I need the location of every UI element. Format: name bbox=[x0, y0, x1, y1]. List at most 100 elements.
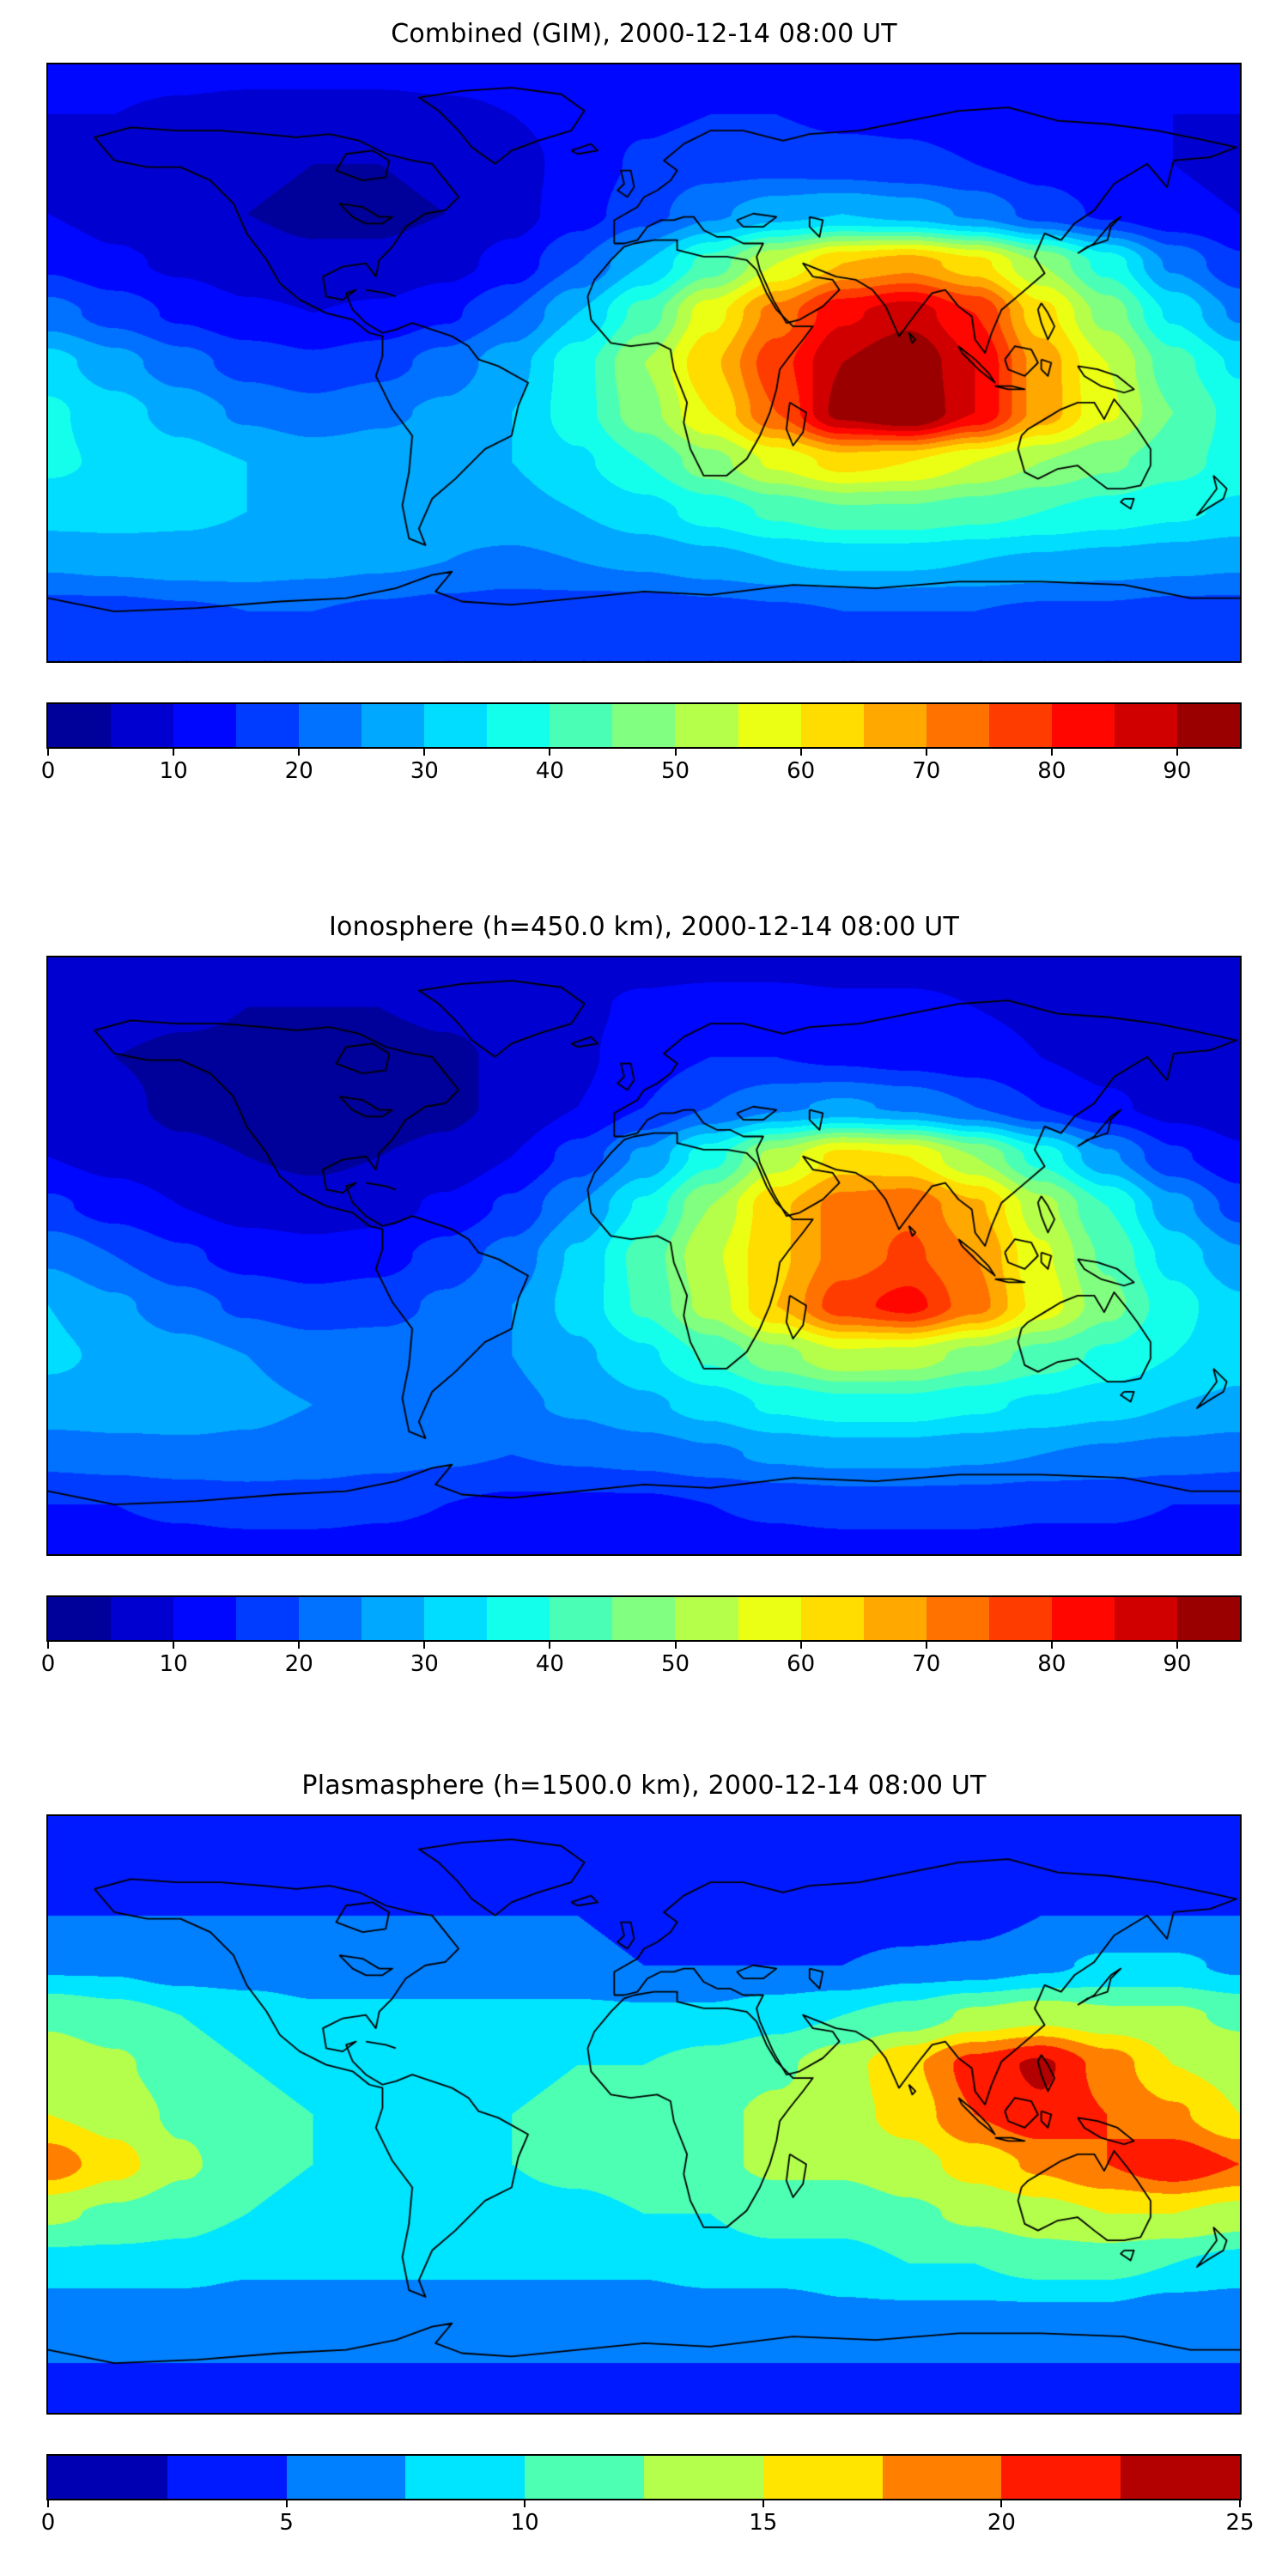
map-canvas-plasmasphere bbox=[48, 1816, 1240, 2413]
colorbar-tickmark bbox=[925, 749, 927, 756]
colorbar-segment bbox=[1176, 1597, 1240, 1640]
colorbar-ticks-combined: 0 10 20 30 40 50 60 70 80 90 bbox=[41, 749, 1240, 792]
panel-title-combined: Combined (GIM), 2000-12-14 08:00 UT bbox=[391, 19, 897, 49]
colorbar-tickmark bbox=[549, 749, 551, 756]
colorbar-tick-label: 10 bbox=[159, 758, 188, 784]
colorbar-plasmasphere: 0 5 10 15 20 25 bbox=[41, 2454, 1255, 2543]
colorbar-tickmark bbox=[285, 2500, 288, 2507]
colorbar-tickmark bbox=[1000, 2500, 1003, 2507]
colorbar-tick-label: 20 bbox=[987, 2510, 1016, 2536]
colorbar-tickmark bbox=[173, 1642, 175, 1649]
panel-title-plasmasphere: Plasmasphere (h=1500.0 km), 2000-12-14 0… bbox=[301, 1771, 987, 1801]
colorbar-tick-label: 30 bbox=[410, 758, 439, 784]
colorbar-segment bbox=[111, 1597, 174, 1640]
colorbar-ticks-ionosphere: 0 10 20 30 40 50 60 70 80 90 bbox=[41, 1642, 1240, 1685]
colorbar-gradient-ionosphere bbox=[46, 1595, 1242, 1642]
colorbar-tick-label: 30 bbox=[410, 1651, 439, 1677]
colorbar-tickmark bbox=[762, 2500, 764, 2507]
colorbar-segment bbox=[550, 1597, 613, 1640]
colorbar-tick-label: 0 bbox=[40, 758, 56, 784]
colorbar-segment bbox=[424, 1597, 488, 1640]
colorbar-tickmark bbox=[1176, 1642, 1178, 1649]
colorbar-tickmark bbox=[674, 1642, 677, 1649]
colorbar-segment bbox=[1176, 704, 1240, 747]
colorbar-gradient-combined bbox=[46, 702, 1242, 749]
colorbar-segment bbox=[738, 1597, 801, 1640]
colorbar-gradient-plasmasphere bbox=[46, 2454, 1242, 2500]
colorbar-tickmark bbox=[298, 749, 301, 756]
colorbar-segment bbox=[405, 2456, 526, 2499]
colorbar-tickmark bbox=[524, 2500, 526, 2507]
colorbar-segment bbox=[643, 2456, 763, 2499]
map-combined bbox=[46, 63, 1242, 663]
colorbar-tickmark bbox=[1050, 749, 1053, 756]
colorbar-segment bbox=[988, 704, 1052, 747]
colorbar-tickmark bbox=[1176, 749, 1178, 756]
colorbar-tickmark bbox=[799, 749, 802, 756]
colorbar-tick-label: 5 bbox=[279, 2510, 294, 2536]
colorbar-tick-label: 90 bbox=[1163, 758, 1192, 784]
colorbar-tick-label: 70 bbox=[912, 1651, 941, 1677]
colorbar-segment bbox=[167, 2456, 287, 2499]
colorbar-tick-label: 80 bbox=[1037, 1651, 1066, 1677]
colorbar-segment bbox=[1051, 1597, 1115, 1640]
map-canvas-ionosphere bbox=[48, 957, 1240, 1554]
colorbar-tick-label: 0 bbox=[40, 2510, 56, 2536]
colorbar-segment bbox=[48, 2456, 167, 2499]
colorbar-tick-label: 25 bbox=[1225, 2510, 1255, 2536]
colorbar-tick-label: 20 bbox=[284, 1651, 313, 1677]
map-ionosphere bbox=[46, 956, 1242, 1556]
colorbar-segment bbox=[1121, 2456, 1240, 2499]
colorbar-segment bbox=[48, 1597, 112, 1640]
colorbar-tick-label: 60 bbox=[787, 758, 816, 784]
colorbar-tickmark bbox=[674, 749, 677, 756]
colorbar-tickmark bbox=[799, 1642, 802, 1649]
colorbar-segment bbox=[863, 704, 927, 747]
colorbar-segment bbox=[762, 2456, 883, 2499]
colorbar-segment bbox=[48, 704, 112, 747]
colorbar-tick-label: 40 bbox=[535, 758, 564, 784]
colorbar-tick-label: 50 bbox=[660, 758, 690, 784]
colorbar-segment bbox=[173, 1597, 237, 1640]
colorbar-tick-label: 60 bbox=[787, 1651, 816, 1677]
colorbar-segment bbox=[173, 704, 237, 747]
colorbar-segment bbox=[738, 704, 801, 747]
colorbar-segment bbox=[882, 2456, 1002, 2499]
colorbar-segment bbox=[800, 1597, 864, 1640]
colorbar-tickmark bbox=[173, 749, 175, 756]
colorbar-segment bbox=[675, 1597, 738, 1640]
colorbar-tickmark bbox=[925, 1642, 927, 1649]
panel-ionosphere: Ionosphere (h=450.0 km), 2000-12-14 08:0… bbox=[0, 859, 1288, 1717]
colorbar-segment bbox=[988, 1597, 1052, 1640]
panel-title-ionosphere: Ionosphere (h=450.0 km), 2000-12-14 08:0… bbox=[329, 912, 959, 942]
colorbar-tick-label: 80 bbox=[1037, 758, 1066, 784]
colorbar-segment bbox=[487, 1597, 550, 1640]
colorbar-segment bbox=[926, 704, 989, 747]
colorbar-tick-label: 10 bbox=[159, 1651, 188, 1677]
colorbar-segment bbox=[361, 704, 425, 747]
colorbar-segment bbox=[361, 1597, 425, 1640]
colorbar-segment bbox=[1051, 704, 1115, 747]
panel-combined-gim: Combined (GIM), 2000-12-14 08:00 UT 0 10 2… bbox=[0, 0, 1288, 859]
colorbar-segment bbox=[525, 2456, 644, 2499]
panel-plasmasphere: Plasmasphere (h=1500.0 km), 2000-12-14 0… bbox=[0, 1717, 1288, 2576]
colorbar-tick-label: 0 bbox=[40, 1651, 56, 1677]
colorbar-segment bbox=[236, 1597, 300, 1640]
map-plasmasphere bbox=[46, 1814, 1242, 2415]
colorbar-segment bbox=[236, 704, 300, 747]
colorbar-segment bbox=[299, 1597, 362, 1640]
colorbar-segment bbox=[926, 1597, 989, 1640]
colorbar-tickmark bbox=[298, 1642, 301, 1649]
colorbar-tickmark bbox=[1239, 2500, 1241, 2507]
colorbar-tick-label: 10 bbox=[510, 2510, 539, 2536]
colorbar-tick-label: 50 bbox=[660, 1651, 690, 1677]
colorbar-segment bbox=[111, 704, 174, 747]
colorbar-segment bbox=[1001, 2456, 1121, 2499]
colorbar-segment bbox=[863, 1597, 927, 1640]
colorbar-tickmark bbox=[1050, 1642, 1053, 1649]
colorbar-ionosphere: 0 10 20 30 40 50 60 70 80 90 bbox=[41, 1595, 1242, 1685]
colorbar-segment bbox=[550, 704, 613, 747]
colorbar-ticks-plasmasphere: 0 5 10 15 20 25 bbox=[41, 2500, 1255, 2543]
colorbar-tickmark bbox=[423, 1642, 426, 1649]
